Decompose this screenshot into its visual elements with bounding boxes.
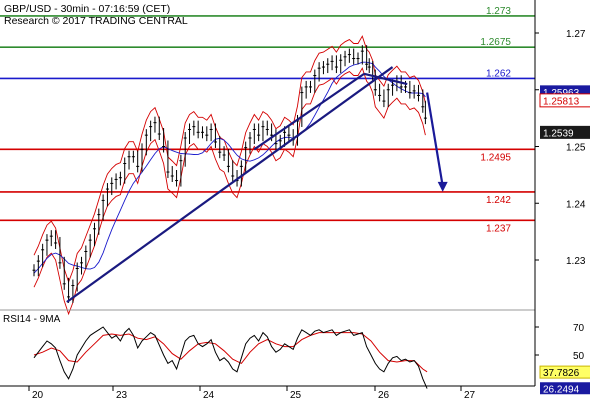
price-plot [32, 35, 448, 316]
level-label: 1.262 [486, 68, 511, 79]
level-label: 1.2495 [480, 152, 511, 163]
trendline [66, 66, 394, 303]
bollinger-lower [33, 67, 426, 316]
x-tick-label: 23 [116, 390, 128, 400]
forecast-arrow-head [437, 181, 448, 192]
moving-average-line [33, 61, 426, 274]
trendline [253, 72, 365, 151]
price-badge [540, 125, 590, 139]
rsi-title: RSI14 - 9MA [3, 314, 61, 325]
x-tick-label: 25 [290, 390, 302, 400]
rsi-badge-label: 37.7826 [543, 368, 580, 379]
time-axis: 20 23 24 25 26 27 [0, 0, 536, 400]
y-tick-label: 1.27 [566, 29, 586, 40]
price-badge-label: 1.25963 [543, 88, 580, 99]
price-badge-label: 1.25813 [543, 96, 580, 107]
forecast-arrow [426, 92, 444, 187]
rsi-ma-line [33, 332, 428, 373]
rsi-line [33, 326, 428, 389]
y-tick-label: 1.23 [566, 256, 586, 267]
rsi-badge-label: 26.2494 [543, 384, 580, 395]
x-tick-label: 20 [32, 390, 44, 400]
x-tick-label: 26 [378, 390, 390, 400]
chart-subtitle: Research © 2017 TRADING CENTRAL [4, 15, 188, 27]
level-label: 1.273 [486, 6, 511, 17]
trendline [363, 72, 408, 86]
level-label: 1.2675 [480, 37, 511, 48]
chart-title: GBP/USD - 30min - 07:16:59 (CET) [4, 3, 170, 15]
rsi-plot: 70 50 37.7826 26.2494 [33, 323, 590, 395]
y-tick-label: 1.24 [566, 199, 586, 210]
rsi-badge [540, 382, 590, 395]
rsi-y-tick-label: 70 [573, 323, 585, 334]
price-badge [539, 93, 590, 108]
level-label: 1.237 [486, 223, 511, 234]
rsi-badge [539, 365, 590, 379]
level-label: 1.242 [486, 195, 511, 206]
price-badge-label: 1.2539 [543, 128, 574, 139]
rsi-y-tick-label: 50 [573, 351, 585, 362]
y-tick-label: 1.25 [566, 143, 586, 154]
horizontal-levels: 1.273 1.2675 1.262 1.2495 1.242 1.237 [0, 6, 535, 234]
x-tick-label: 27 [464, 390, 476, 400]
x-tick-label: 24 [203, 390, 215, 400]
